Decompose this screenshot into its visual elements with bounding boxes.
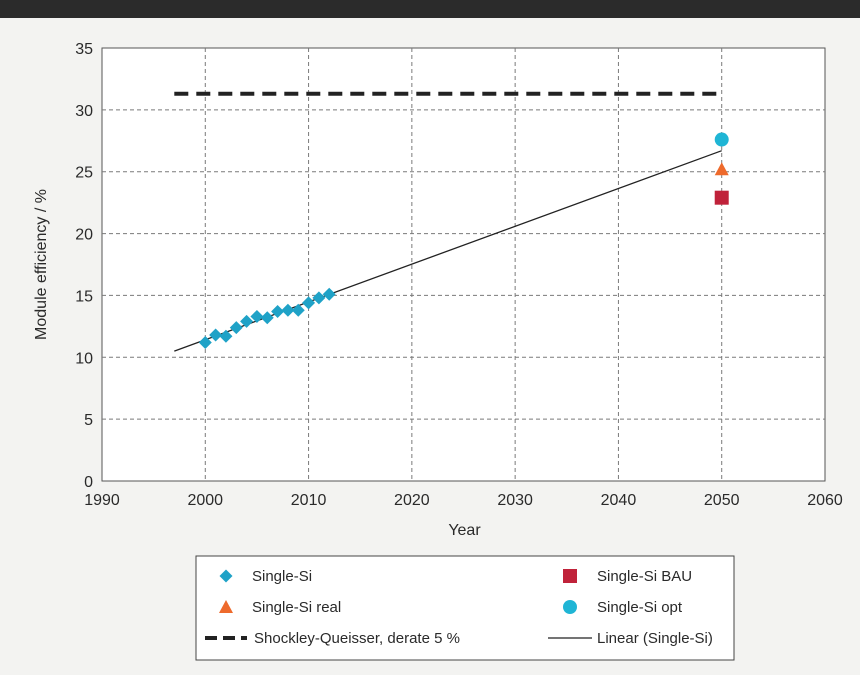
y-tick-label: 5	[84, 412, 93, 429]
data-point	[714, 190, 729, 205]
legend-label: Single-Si	[252, 568, 312, 585]
data-point	[198, 335, 212, 349]
data-point	[714, 162, 729, 176]
data-point	[240, 314, 254, 328]
legend: Single-Si Single-Si BAU Single-Si real Sing…	[195, 555, 735, 661]
y-tick-label: 0	[84, 474, 93, 491]
data-point	[291, 303, 305, 317]
y-tick-label: 35	[75, 41, 93, 58]
legend-item: Shockley-Queisser, derate 5 %	[205, 630, 460, 647]
legend-label: Single-Si BAU	[597, 568, 692, 585]
y-axis-ticks: 0 5 10 15 20 25 30 35	[75, 41, 93, 491]
legend-item: Single-Si	[219, 568, 312, 585]
data-point	[219, 329, 233, 343]
x-tick-label: 1990	[84, 492, 120, 509]
data-point	[250, 309, 264, 323]
x-axis-ticks: 1990 2000 2010 2020 2030 2040 2050 2060	[84, 492, 843, 509]
legend-swatch	[563, 569, 577, 583]
data-point	[209, 328, 223, 342]
x-tick-label: 2040	[601, 492, 637, 509]
y-tick-label: 10	[75, 350, 93, 367]
legend-swatch	[219, 600, 233, 613]
legend-swatch	[563, 600, 577, 614]
legend-item: Linear (Single-Si)	[548, 630, 713, 647]
x-axis-title: Year	[448, 522, 481, 539]
legend-label: Linear (Single-Si)	[597, 630, 713, 647]
data-point	[312, 291, 326, 305]
x-tick-label: 2050	[704, 492, 740, 509]
data-point	[271, 305, 285, 319]
x-tick-label: 2060	[807, 492, 843, 509]
series-markers-3	[714, 132, 729, 147]
data-point	[260, 311, 274, 325]
data-point	[281, 303, 295, 317]
series-layer	[174, 91, 729, 352]
y-tick-label: 30	[75, 103, 93, 120]
legend-item: Single-Si BAU	[563, 568, 692, 585]
grid-layer	[102, 48, 825, 481]
series-markers-0	[198, 287, 336, 349]
y-tick-label: 20	[75, 227, 93, 244]
x-tick-label: 2010	[291, 492, 327, 509]
legend-label: Single-Si opt	[597, 599, 683, 616]
legend-item: Single-Si real	[219, 599, 341, 616]
legend-swatch	[219, 569, 233, 583]
data-point	[714, 132, 729, 147]
data-point	[302, 296, 316, 310]
legend-box	[195, 555, 735, 661]
legend-label: Single-Si real	[252, 599, 341, 616]
y-axis-title: Module efficiency / %	[33, 189, 50, 340]
x-tick-label: 2000	[187, 492, 223, 509]
x-tick-label: 2030	[497, 492, 533, 509]
legend-item: Single-Si opt	[563, 599, 683, 616]
series-markers-2	[714, 162, 729, 176]
y-tick-label: 25	[75, 165, 93, 182]
data-point	[229, 321, 243, 335]
top-border-bar	[0, 0, 860, 18]
x-tick-label: 2020	[394, 492, 430, 509]
series-markers-1	[714, 190, 729, 205]
legend-label: Shockley-Queisser, derate 5 %	[254, 630, 460, 647]
plot-area	[101, 47, 826, 482]
data-point	[322, 287, 336, 301]
y-tick-label: 15	[75, 288, 93, 305]
